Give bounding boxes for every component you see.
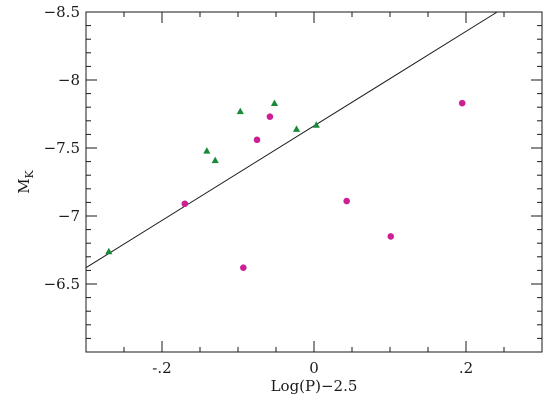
circle-point: [181, 200, 189, 208]
circle-point: [266, 113, 274, 121]
x-tick-label: 0: [309, 359, 319, 377]
triangle-point: [211, 156, 219, 164]
y-tick-label: −7.5: [44, 139, 80, 157]
triangle-point: [292, 125, 301, 132]
fit-line-group: [85, 11, 498, 269]
y-axis-label-subscript: K: [23, 169, 36, 178]
circle-point: [253, 136, 261, 144]
tick-labels: -.2 0 .2 −8.5 −8 −7.5 −7 −6.5: [44, 3, 474, 377]
triangle-point: [236, 107, 244, 115]
axis-ticks: [85, 11, 543, 353]
x-axis-label: Log(P)−2.5: [271, 377, 358, 395]
triangle-point: [312, 121, 320, 128]
triangle-point: [203, 147, 211, 154]
circle-point: [458, 99, 466, 107]
fit-line: [85, 11, 498, 269]
plot-frame: [85, 11, 543, 353]
data-points: [105, 99, 466, 271]
y-tick-label: −7: [58, 207, 80, 225]
plot-area: [85, 11, 543, 353]
triangle-point: [105, 247, 113, 255]
circle-point: [240, 264, 247, 271]
triangle-point: [270, 99, 279, 106]
x-tick-label: -.2: [152, 359, 171, 377]
y-tick-label: −6.5: [44, 275, 80, 293]
circle-point: [343, 197, 350, 205]
circle-point: [387, 233, 395, 240]
x-tick-label: .2: [459, 359, 473, 377]
y-axis-label: MK: [15, 169, 36, 193]
y-axis-label-main: M: [15, 178, 33, 193]
y-tick-label: −8.5: [44, 3, 80, 21]
y-tick-label: −8: [58, 71, 80, 89]
